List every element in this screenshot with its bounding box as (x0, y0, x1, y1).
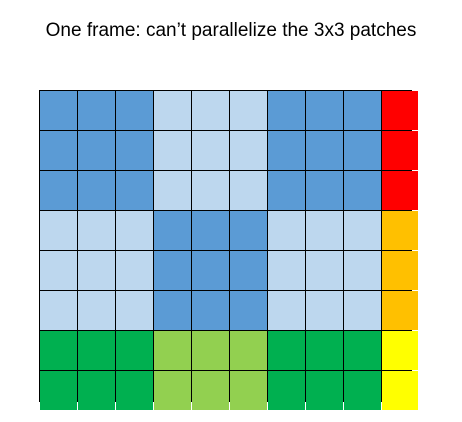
grid-cell (306, 211, 343, 250)
grid-cell (382, 371, 418, 410)
grid-cell (116, 131, 153, 170)
grid-cell (192, 371, 229, 410)
grid-cell (344, 131, 381, 170)
grid-cell (78, 371, 115, 410)
grid-cell (230, 131, 267, 170)
grid-cell (78, 91, 115, 130)
grid-cell (382, 131, 418, 170)
grid-cell (154, 131, 191, 170)
grid-cell (230, 91, 267, 130)
grid-cell (78, 171, 115, 210)
grid-cell (344, 211, 381, 250)
grid-cell (268, 331, 305, 370)
grid-cell (116, 91, 153, 130)
grid-cell (116, 251, 153, 290)
grid-cell (40, 371, 77, 410)
grid-cell (40, 91, 77, 130)
grid-cell (268, 91, 305, 130)
grid-cell (344, 171, 381, 210)
grid-cell (154, 211, 191, 250)
grid-cell (344, 331, 381, 370)
grid-cell (306, 371, 343, 410)
grid-cell (268, 291, 305, 330)
grid-cell (306, 291, 343, 330)
grid-cell (382, 291, 418, 330)
grid-cell (230, 251, 267, 290)
grid-cell (268, 251, 305, 290)
grid-cell (78, 131, 115, 170)
grid-cell (116, 331, 153, 370)
grid-cell (306, 251, 343, 290)
grid-cell (306, 91, 343, 130)
grid-cell (154, 331, 191, 370)
grid-cell (268, 371, 305, 410)
grid-cell (306, 171, 343, 210)
grid-cell (192, 131, 229, 170)
grid-cell (78, 331, 115, 370)
grid-cell (268, 211, 305, 250)
grid-cell (344, 371, 381, 410)
grid-cell (192, 331, 229, 370)
grid-cell (382, 91, 418, 130)
grid-cell (116, 371, 153, 410)
grid-cell (382, 251, 418, 290)
grid-cell (40, 291, 77, 330)
grid-cell (154, 251, 191, 290)
grid-cell (78, 291, 115, 330)
grid-cell (40, 211, 77, 250)
grid-cell (230, 371, 267, 410)
grid-cell (116, 211, 153, 250)
grid-cell (306, 131, 343, 170)
grid-cell (306, 331, 343, 370)
grid-cell (78, 211, 115, 250)
grid-cell (268, 171, 305, 210)
grid-cell (40, 251, 77, 290)
grid-cell (382, 211, 418, 250)
grid-cell (40, 331, 77, 370)
grid-cell (40, 171, 77, 210)
grid-cell (382, 331, 418, 370)
grid-cell (268, 131, 305, 170)
grid-cell (230, 331, 267, 370)
grid-cell (154, 371, 191, 410)
grid-cell (382, 171, 418, 210)
diagram-title: One frame: can’t parallelize the 3x3 pat… (45, 20, 417, 41)
grid-cell (192, 291, 229, 330)
grid-cell (78, 251, 115, 290)
grid-cell (230, 291, 267, 330)
grid-cell (192, 251, 229, 290)
grid-cell (344, 291, 381, 330)
grid-cell (192, 171, 229, 210)
grid-cell (344, 91, 381, 130)
grid-cell (154, 171, 191, 210)
grid-cell (230, 211, 267, 250)
grid-cell (116, 291, 153, 330)
grid-cell (192, 211, 229, 250)
grid-cell (154, 291, 191, 330)
patch-grid (39, 90, 418, 410)
grid-cell (192, 91, 229, 130)
grid-cell (40, 131, 77, 170)
grid-cell (344, 251, 381, 290)
grid-cell (230, 171, 267, 210)
grid-cell (154, 91, 191, 130)
grid-cell (116, 171, 153, 210)
